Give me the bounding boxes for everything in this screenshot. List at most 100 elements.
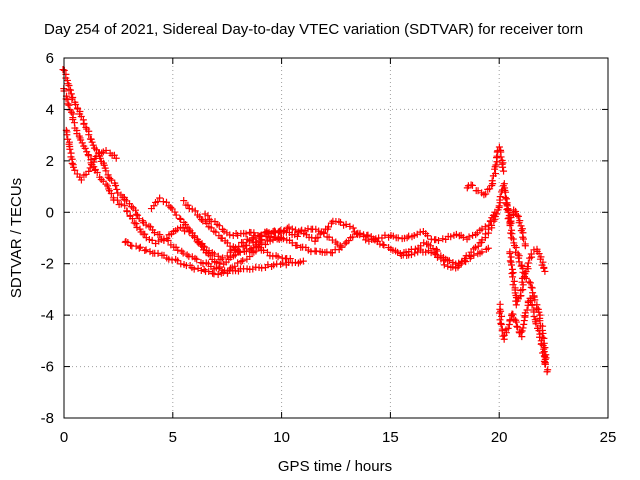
- data-point: [66, 145, 74, 153]
- data-point: [488, 177, 496, 185]
- data-point: [379, 241, 387, 249]
- data-point: [527, 297, 535, 305]
- data-point: [496, 193, 504, 201]
- data-point: [341, 240, 349, 248]
- x-tick-label: 20: [491, 429, 508, 446]
- data-point: [519, 324, 527, 332]
- data-point: [526, 279, 534, 287]
- data-point: [500, 167, 508, 175]
- data-point: [261, 240, 269, 248]
- data-point: [296, 258, 304, 266]
- data-point: [286, 255, 294, 263]
- data-point: [85, 152, 93, 160]
- data-point: [167, 204, 175, 212]
- data-point: [537, 340, 545, 348]
- data-point: [536, 333, 544, 341]
- data-point: [519, 233, 527, 241]
- data-point: [394, 234, 402, 242]
- data-point: [102, 180, 110, 188]
- data-point: [156, 194, 164, 202]
- data-point: [98, 149, 106, 157]
- data-point: [509, 273, 517, 281]
- y-tick-label: -8: [41, 410, 54, 427]
- data-point: [474, 187, 482, 195]
- data-point: [128, 215, 136, 223]
- y-tick-label: 6: [46, 50, 54, 67]
- data-point: [452, 230, 460, 238]
- data-point: [510, 277, 518, 285]
- data-point: [162, 198, 170, 206]
- data-point: [142, 246, 150, 254]
- data-point: [154, 249, 162, 257]
- data-point: [293, 232, 301, 240]
- data-point: [236, 248, 244, 256]
- data-point: [107, 176, 115, 184]
- data-point: [215, 222, 223, 230]
- data-point: [291, 259, 299, 267]
- grid: [64, 58, 608, 418]
- data-point: [132, 210, 140, 218]
- chart-title: Day 254 of 2021, Sidereal Day-to-day VTE…: [44, 21, 583, 38]
- data-point: [86, 164, 94, 172]
- data-point: [65, 101, 73, 109]
- data-point: [190, 265, 198, 273]
- data-point: [123, 207, 131, 215]
- data-point: [141, 246, 149, 254]
- x-tick-label: 25: [600, 429, 617, 446]
- data-point: [499, 163, 507, 171]
- data-point: [219, 254, 227, 262]
- data-point: [71, 166, 79, 174]
- data-point: [440, 257, 448, 265]
- data-point: [311, 237, 319, 245]
- data-point: [431, 249, 439, 257]
- data-point: [156, 231, 164, 239]
- data-point: [276, 227, 284, 235]
- data-point: [174, 257, 182, 265]
- data-point: [333, 240, 341, 248]
- data-point: [102, 146, 110, 154]
- data-point: [407, 251, 415, 259]
- data-point: [380, 241, 388, 249]
- data-point: [242, 247, 250, 255]
- data-points: [59, 66, 552, 376]
- data-point: [512, 301, 520, 309]
- data-point: [299, 257, 307, 265]
- data-point: [85, 131, 93, 139]
- data-point: [292, 226, 300, 234]
- data-point: [201, 243, 209, 251]
- data-point: [82, 123, 90, 131]
- data-point: [469, 231, 477, 239]
- y-tick-label: 4: [46, 101, 54, 118]
- data-point: [403, 234, 411, 242]
- data-point: [504, 324, 512, 332]
- data-point: [185, 228, 193, 236]
- plot-frame: [63, 57, 609, 419]
- data-point: [159, 198, 167, 206]
- data-point: [529, 289, 537, 297]
- data-point: [336, 242, 344, 250]
- data-point: [427, 249, 435, 257]
- data-point: [174, 246, 182, 254]
- data-point: [229, 243, 237, 251]
- data-point: [90, 158, 98, 166]
- data-point: [513, 322, 521, 330]
- y-tick-label: 0: [46, 204, 54, 221]
- data-point: [541, 360, 549, 368]
- data-point: [209, 269, 217, 277]
- data-point: [517, 328, 525, 336]
- data-point: [514, 212, 522, 220]
- data-point: [528, 301, 536, 309]
- data-point: [323, 248, 331, 256]
- data-point: [454, 263, 462, 271]
- data-point: [540, 264, 548, 272]
- data-point: [371, 236, 379, 244]
- data-point: [179, 249, 187, 257]
- data-point: [190, 232, 198, 240]
- data-point: [246, 253, 254, 261]
- data-point: [113, 185, 121, 193]
- data-point: [539, 329, 547, 337]
- data-point: [433, 253, 441, 261]
- data-point: [527, 250, 535, 258]
- x-tick-label: 5: [169, 429, 177, 446]
- data-point: [183, 251, 191, 259]
